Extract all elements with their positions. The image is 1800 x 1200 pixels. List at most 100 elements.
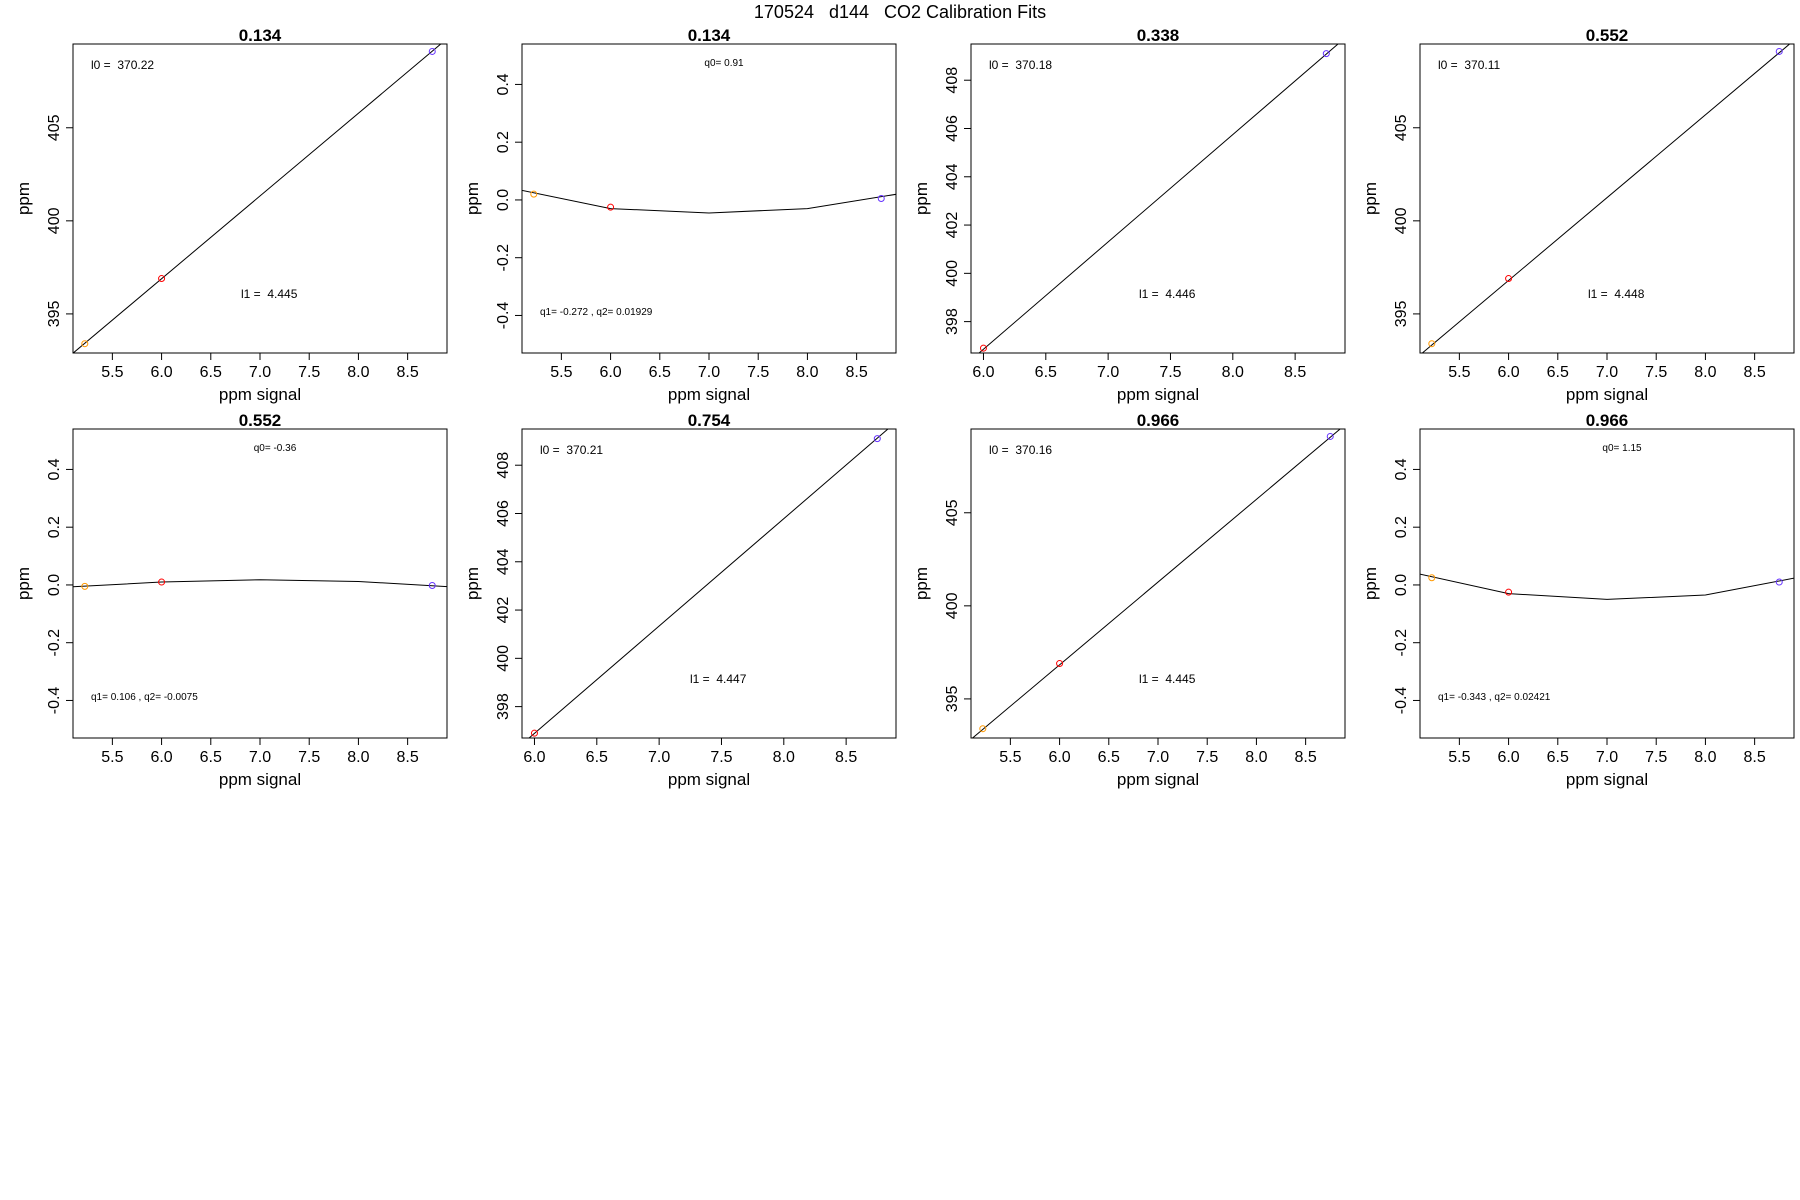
chart-title: 0.552: [239, 411, 282, 430]
chart-panel-2: 5.5 6.0 6.5 7.0 7.5 8.0 8.5 -0.4 -0.2 0.0 0.2 0.4 0.…: [463, 26, 897, 404]
chart-panel-1: 5.5 6.0 6.5 7.0 7.5 8.0 8.5 395 400 405 0.134 ppm s…: [14, 26, 448, 404]
x-axis-label: ppm signal: [1117, 385, 1199, 404]
x-tick-label: 8.5: [1295, 749, 1317, 766]
y-tick-label: 0.4: [1393, 458, 1410, 480]
y-tick-label: -0.4: [495, 302, 512, 330]
x-axis-label: ppm signal: [668, 385, 750, 404]
x-tick-label: 7.0: [1147, 749, 1169, 766]
x-tick-label: 6.5: [586, 749, 608, 766]
fit-line: [73, 579, 447, 588]
y-tick-label: 405: [944, 499, 961, 526]
y-tick-label: 0.4: [495, 73, 512, 95]
x-tick-label: 8.5: [835, 749, 857, 766]
data-point-3: [428, 582, 436, 590]
x-tick-label: 6.5: [1098, 749, 1120, 766]
x-tick-label: 8.0: [1694, 364, 1716, 381]
data-point-1: [979, 725, 987, 733]
x-tick-label: 6.0: [150, 364, 172, 381]
x-tick-label: 6.5: [200, 364, 222, 381]
x-axis-label: ppm signal: [1566, 770, 1648, 789]
chart-panel-6: 6.0 6.5 7.0 7.5 8.0 8.5 398 400 402 404 406 408 0.75…: [463, 411, 897, 789]
x-tick-label: 6.5: [1547, 364, 1569, 381]
y-tick-label: -0.4: [1393, 687, 1410, 715]
chart-panel-4: 5.5 6.0 6.5 7.0 7.5 8.0 8.5 395 400 405 0.552 ppm s…: [1361, 26, 1795, 404]
y-axis-label: ppm: [912, 182, 931, 215]
x-tick-label: 7.5: [1159, 364, 1181, 381]
x-tick-label: 7.5: [298, 364, 320, 381]
x-tick-label: 6.0: [1497, 749, 1519, 766]
x-tick-label: 8.0: [347, 364, 369, 381]
fit-line: [528, 429, 889, 738]
y-tick-label: 0.2: [495, 131, 512, 153]
y-tick-label: 406: [944, 115, 961, 142]
fit-annotation: l0 = 370.21: [540, 443, 603, 457]
data-point-1: [81, 340, 89, 348]
fit-annotation: l0 = 370.11: [1438, 58, 1500, 72]
y-tick-label: 404: [944, 163, 961, 190]
y-tick-label: 0.2: [46, 516, 63, 538]
y-axis-label: ppm: [1361, 567, 1380, 600]
y-axis-label: ppm: [14, 182, 33, 215]
y-tick-label: 400: [46, 207, 63, 234]
y-tick-label: 0.0: [495, 189, 512, 211]
y-tick-label: 400: [495, 645, 512, 672]
x-axis-label: ppm signal: [219, 385, 301, 404]
x-tick-label: 7.0: [698, 364, 720, 381]
x-tick-label: 8.0: [347, 749, 369, 766]
fit-line: [73, 44, 442, 353]
y-tick-label: 406: [495, 500, 512, 527]
fit-annotation: l1 = 4.445: [1139, 672, 1196, 686]
x-tick-label: 7.5: [1645, 364, 1667, 381]
x-tick-label: 6.0: [599, 364, 621, 381]
y-tick-label: 0.0: [46, 574, 63, 596]
chart-title: 0.966: [1586, 411, 1629, 430]
data-point-2: [158, 578, 166, 586]
fit-annotation: l0 = 370.16: [989, 443, 1052, 457]
y-tick-label: 402: [944, 212, 961, 239]
fit-annotation: q0= 1.15: [1602, 443, 1642, 454]
x-tick-label: 8.5: [846, 364, 868, 381]
y-tick-label: 398: [495, 693, 512, 720]
y-tick-label: 404: [495, 548, 512, 575]
x-tick-label: 7.5: [710, 749, 732, 766]
y-tick-label: -0.2: [1393, 629, 1410, 657]
data-point-3: [1775, 578, 1783, 586]
x-tick-label: 5.5: [550, 364, 572, 381]
data-point-2: [1505, 588, 1513, 596]
x-tick-label: 8.5: [397, 364, 419, 381]
x-tick-label: 7.0: [1596, 749, 1618, 766]
x-tick-label: 6.0: [1497, 364, 1519, 381]
data-point-1: [1428, 574, 1436, 582]
data-point-2: [1505, 275, 1513, 283]
x-tick-label: 7.0: [648, 749, 670, 766]
x-tick-label: 7.5: [298, 749, 320, 766]
x-tick-label: 8.5: [1744, 749, 1766, 766]
x-axis-label: ppm signal: [219, 770, 301, 789]
data-point-1: [81, 582, 89, 590]
y-tick-label: 395: [46, 300, 63, 327]
data-point-3: [1326, 432, 1334, 440]
y-tick-label: 0.2: [1393, 516, 1410, 538]
fit-annotation: l1 = 4.445: [241, 287, 298, 301]
y-tick-label: 0.0: [1393, 574, 1410, 596]
x-tick-label: 7.5: [747, 364, 769, 381]
y-axis-label: ppm: [1361, 182, 1380, 215]
data-point-2: [873, 435, 881, 443]
y-axis-label: ppm: [463, 567, 482, 600]
x-tick-label: 7.5: [1645, 749, 1667, 766]
data-point-1: [530, 729, 538, 737]
data-point-3: [1775, 47, 1783, 55]
fit-line: [1420, 573, 1794, 600]
chart-title: 0.134: [239, 26, 282, 45]
fit-annotation: l0 = 370.22: [91, 58, 154, 72]
x-tick-label: 6.5: [649, 364, 671, 381]
fit-annotation: l1 = 4.447: [690, 672, 747, 686]
fit-annotation: q0= -0.36: [254, 443, 297, 454]
y-tick-label: 0.4: [46, 458, 63, 480]
x-tick-label: 5.5: [101, 364, 123, 381]
data-point-1: [530, 190, 538, 198]
x-tick-label: 8.5: [397, 749, 419, 766]
y-tick-label: -0.4: [46, 687, 63, 715]
chart-title: 0.754: [688, 411, 731, 430]
